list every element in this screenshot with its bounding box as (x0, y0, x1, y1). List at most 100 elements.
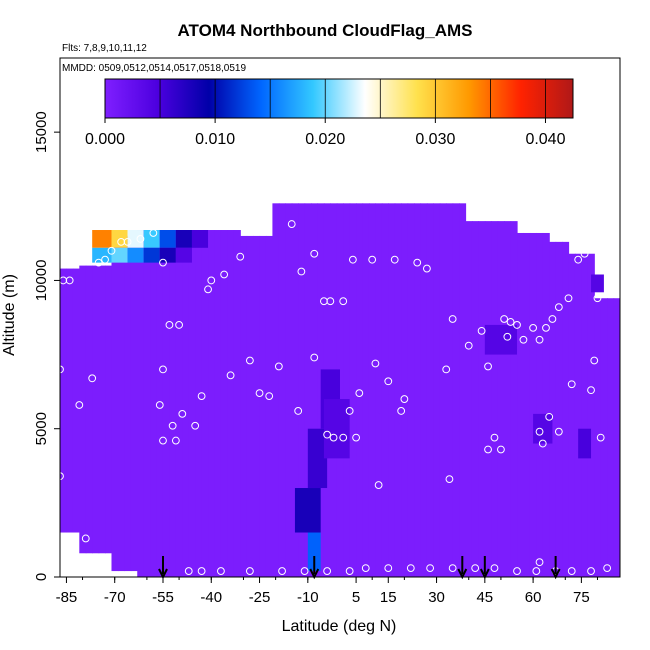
flight-point (168, 421, 177, 430)
flight-point (464, 341, 473, 350)
field-cell (159, 247, 176, 263)
flight-point (593, 294, 602, 303)
flight-point (519, 335, 528, 344)
flight-point (159, 365, 167, 374)
x-tick-label: 30 (428, 589, 445, 606)
field-column (304, 203, 312, 577)
field-column (285, 203, 293, 577)
field-column (105, 265, 113, 554)
field-column (162, 230, 171, 577)
flight-point (574, 255, 583, 264)
x-tick-label: -40 (200, 589, 222, 606)
flight-point (567, 380, 576, 389)
x-tick-label: 60 (525, 589, 542, 606)
flight-point (310, 249, 319, 258)
flight-point (554, 303, 563, 312)
x-tick-label: 15 (380, 589, 397, 606)
field-column (394, 203, 402, 577)
flight-point (255, 389, 264, 398)
y-tick-label: 10000 (33, 260, 50, 302)
flight-point (191, 421, 200, 430)
x-axis-label: Latitude (deg N) (282, 618, 397, 635)
field-column (568, 253, 576, 577)
flight-point (345, 567, 354, 575)
flight-point (165, 321, 174, 329)
x-tick-label: -55 (152, 589, 174, 606)
flight-point (159, 436, 167, 445)
flight-point (184, 567, 193, 575)
flights-note: Flts: 7,8,9,10,11,12 (62, 43, 147, 54)
field-cell (92, 247, 112, 263)
flight-point (265, 392, 274, 400)
flight-point (123, 237, 132, 246)
flight-point (513, 567, 521, 575)
field-column (420, 203, 428, 577)
flight-point (548, 315, 557, 323)
flight-point (60, 472, 64, 481)
flight-point (94, 258, 103, 267)
field-column (201, 230, 209, 577)
field-column (401, 203, 409, 577)
flight-point (397, 407, 406, 415)
flight-point (297, 267, 306, 276)
flight-point (384, 564, 393, 573)
flight-point (490, 564, 499, 573)
flight-point (155, 401, 164, 409)
flight-point (323, 430, 332, 439)
field-column (613, 298, 620, 577)
field-column (362, 203, 370, 577)
colorbar-tick-label: 0.000 (85, 131, 125, 148)
flight-point (65, 276, 74, 285)
x-tick-label: -70 (104, 589, 126, 606)
field-cell (92, 230, 112, 248)
field-column (311, 203, 319, 577)
field-column (368, 203, 377, 577)
field-column (137, 230, 145, 577)
flight-point (368, 255, 377, 264)
field-column (549, 241, 557, 577)
field-column (298, 203, 306, 577)
flight-point (535, 335, 544, 344)
field-column (414, 203, 422, 577)
flight-point (352, 433, 360, 442)
field-column (98, 265, 106, 554)
flight-point (535, 427, 544, 436)
y-tick-label: 0 (33, 573, 50, 581)
field-column (607, 298, 615, 577)
colorbar-tick-label: 0.040 (525, 131, 565, 148)
flight-point (339, 297, 348, 306)
field-column (220, 230, 228, 577)
field-column (510, 221, 518, 577)
flight-point (361, 564, 370, 573)
field-cell (294, 488, 321, 533)
field-column (491, 221, 499, 577)
field-column (143, 230, 151, 577)
flight-point (107, 246, 116, 255)
field-column (504, 221, 512, 577)
flight-point (175, 321, 183, 329)
colorbar-ticks: 0.000 0.010 0.020 0.030 0.040 (85, 79, 566, 148)
field-column (169, 230, 177, 577)
field-cell (591, 274, 604, 293)
chart-title: ATOM4 Northbound CloudFlag_AMS (178, 21, 473, 40)
field-column (375, 203, 383, 577)
field-column (175, 230, 183, 577)
flight-point (442, 365, 451, 374)
flight-point (75, 401, 84, 409)
flight-point (339, 433, 348, 442)
field-cell (127, 247, 144, 263)
flight-point (554, 427, 563, 436)
field-column (471, 221, 479, 577)
flight-point (422, 264, 431, 273)
flight-point (532, 567, 541, 575)
flight-point (503, 332, 512, 341)
field-column (478, 221, 486, 577)
flight-point (274, 362, 283, 371)
field-column (150, 230, 158, 577)
field-column (574, 253, 582, 577)
field-column (214, 230, 222, 577)
dates-note: MMDD: 0509,0512,0514,0517,0518,0519 (62, 63, 246, 74)
flight-point (217, 567, 225, 575)
flight-point (371, 359, 380, 368)
field-column (66, 268, 74, 533)
